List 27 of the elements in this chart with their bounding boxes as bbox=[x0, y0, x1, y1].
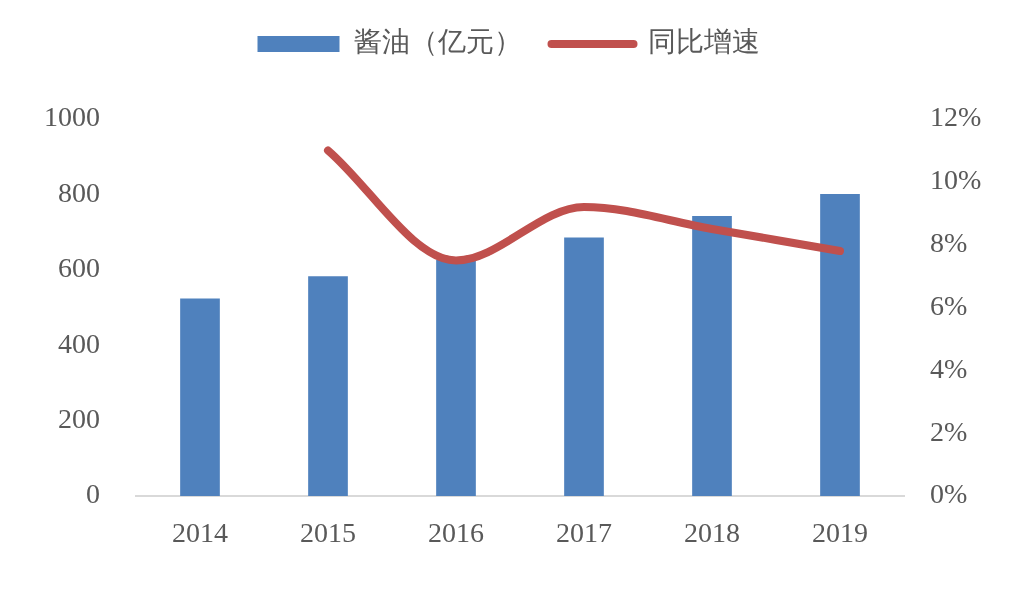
x-tick-label: 2017 bbox=[556, 517, 612, 549]
x-tick-label: 2018 bbox=[684, 517, 740, 549]
y2-tick-label: 2% bbox=[930, 415, 968, 447]
y-tick-label: 400 bbox=[58, 327, 100, 359]
y2-tick-label: 10% bbox=[930, 164, 982, 196]
y2-tick-label: 6% bbox=[930, 289, 968, 321]
y-tick-label: 600 bbox=[58, 252, 100, 284]
x-tick-label: 2019 bbox=[812, 517, 868, 549]
x-tick-label: 2016 bbox=[428, 517, 484, 549]
y-tick-label: 800 bbox=[58, 176, 100, 208]
y2-tick-label: 12% bbox=[930, 101, 982, 133]
y-tick-label: 0 bbox=[86, 478, 100, 510]
bar bbox=[692, 215, 732, 496]
bar bbox=[308, 276, 348, 496]
legend-label: 同比增速 bbox=[647, 26, 760, 58]
y2-tick-label: 8% bbox=[930, 227, 968, 259]
legend-label: 酱油（亿元） bbox=[353, 26, 522, 58]
y-tick-label: 200 bbox=[58, 402, 100, 434]
bar bbox=[180, 298, 220, 496]
y2-tick-label: 4% bbox=[930, 352, 968, 384]
x-tick-label: 2014 bbox=[172, 517, 228, 549]
y-tick-label: 1000 bbox=[44, 101, 100, 133]
bar bbox=[820, 194, 860, 496]
y2-tick-label: 0% bbox=[930, 478, 968, 510]
bar bbox=[436, 260, 476, 496]
bar bbox=[564, 237, 604, 496]
x-tick-label: 2015 bbox=[300, 517, 356, 549]
